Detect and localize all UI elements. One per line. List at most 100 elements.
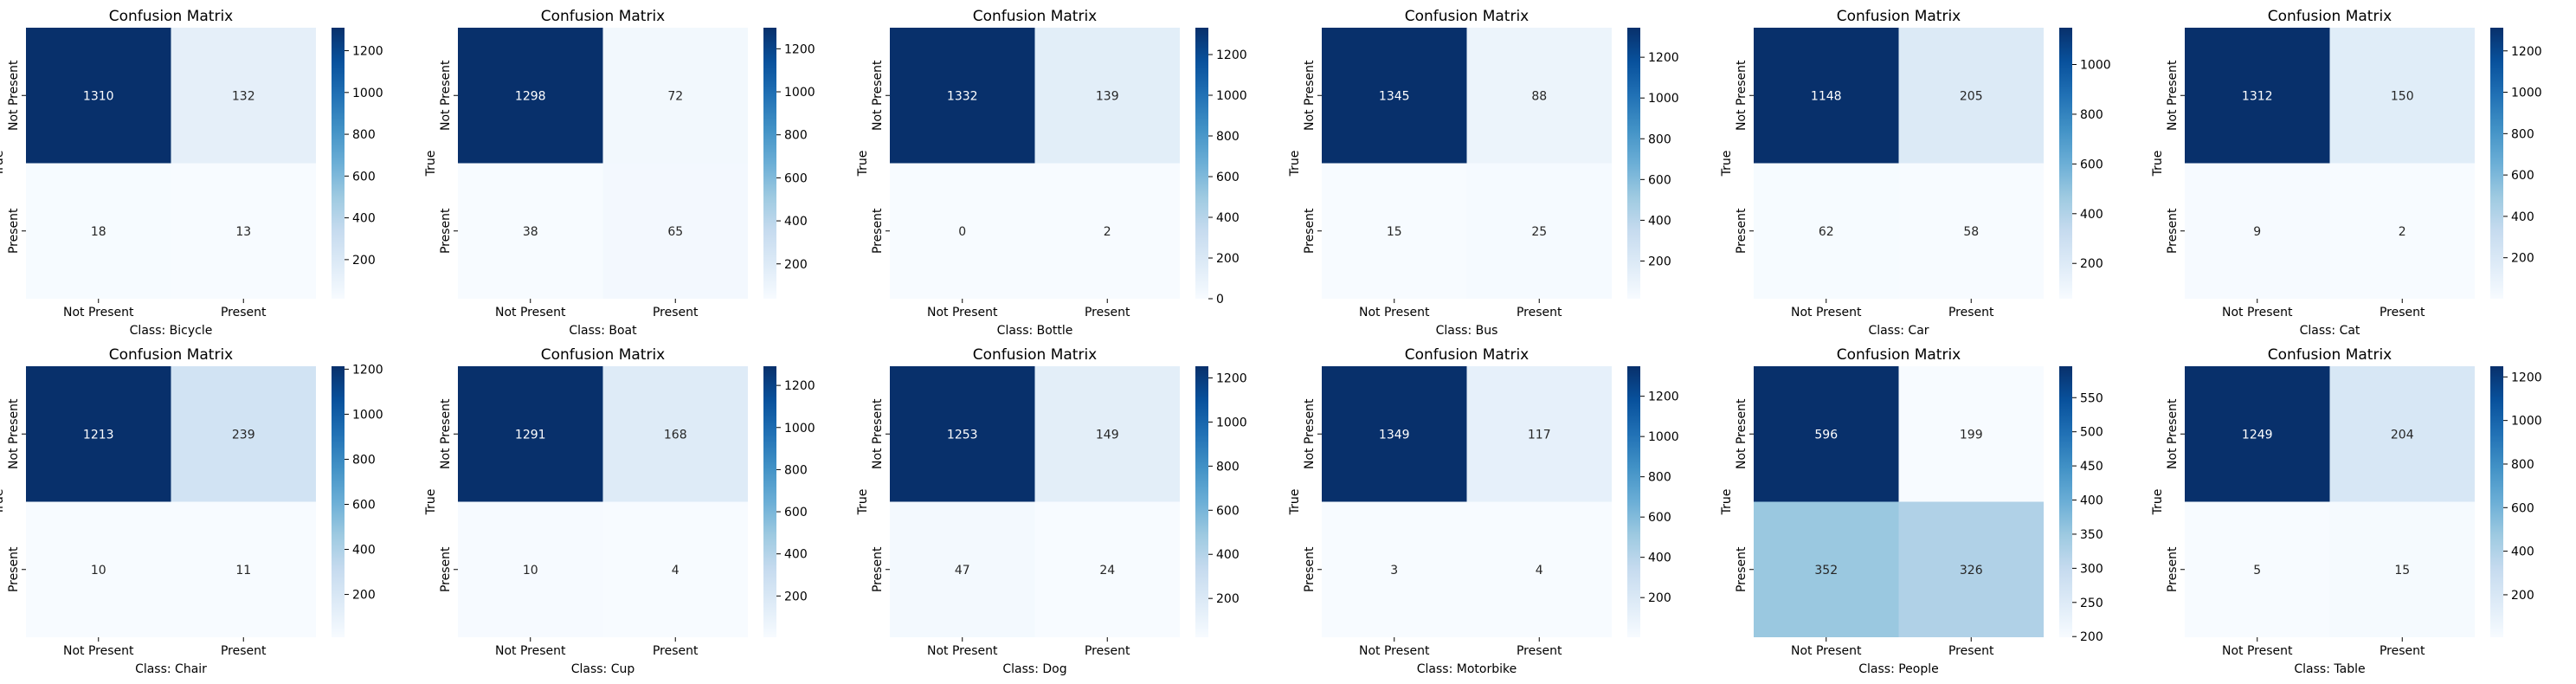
colorbar-tick-label: 1200 xyxy=(2511,45,2542,59)
colorbar-tick-label: 1200 xyxy=(352,45,383,59)
y-axis-label: True xyxy=(2151,151,2165,177)
cell-value-label: 117 xyxy=(1528,428,1551,442)
cell-value-label: 204 xyxy=(2391,428,2414,442)
colorbar-tick-label: 1200 xyxy=(1648,51,1679,65)
heatmap-cell xyxy=(890,501,1035,637)
x-tick-label: Present xyxy=(2380,306,2425,319)
y-tick-label: Present xyxy=(439,546,453,592)
heatmap-cell xyxy=(1322,163,1467,299)
colorbar xyxy=(2490,366,2503,637)
colorbar-tick-label: 450 xyxy=(2080,460,2103,474)
x-axis-label: Class: Bicycle xyxy=(130,324,213,338)
colorbar-tick-label: 200 xyxy=(2080,630,2103,644)
y-tick-label: Present xyxy=(7,208,21,254)
x-axis-label: Class: Chair xyxy=(135,662,207,676)
x-tick-label: Present xyxy=(1517,644,1562,658)
cell-value-label: 88 xyxy=(1531,89,1547,103)
heatmap-cell xyxy=(2329,501,2475,637)
cell-value-label: 596 xyxy=(1814,428,1838,442)
colorbar-tick-label: 600 xyxy=(352,498,376,512)
colorbar-tick-label: 300 xyxy=(2080,562,2103,576)
colorbar-tick-label: 1200 xyxy=(2511,371,2542,384)
colorbar-tick-label: 600 xyxy=(1648,173,1671,187)
heatmap-cell xyxy=(26,163,171,299)
colorbar-tick-label: 400 xyxy=(2511,545,2534,559)
heatmap-cell xyxy=(171,366,316,502)
colorbar xyxy=(332,366,345,637)
x-tick-label: Not Present xyxy=(2222,644,2293,658)
heatmap-cell xyxy=(602,366,748,502)
colorbar-tick-label: 200 xyxy=(352,254,376,268)
colorbar-tick-label: 400 xyxy=(784,215,808,229)
x-axis-label: Class: People xyxy=(1858,662,1939,676)
x-axis-label: Class: Table xyxy=(2294,662,2365,676)
colorbar-tick-label: 200 xyxy=(1648,255,1671,268)
cell-value-label: 352 xyxy=(1814,564,1838,578)
colorbar-tick-label: 400 xyxy=(352,544,376,558)
x-tick-label: Not Present xyxy=(2222,306,2293,319)
heatmap-cell xyxy=(602,163,748,299)
heatmap-cell xyxy=(1754,366,1899,502)
panel-title: Confusion Matrix xyxy=(2268,8,2392,25)
confusion-matrix-panel: Confusion Matrix 596 199 352 326 Not Present P… xyxy=(1720,346,2103,676)
cell-value-label: 1249 xyxy=(2242,428,2273,442)
heatmap-cell xyxy=(1322,28,1467,164)
heatmap-cell xyxy=(2329,366,2475,502)
heatmap-cell xyxy=(1754,163,1899,299)
cell-value-label: 58 xyxy=(1963,225,1979,239)
colorbar-tick-label: 600 xyxy=(1216,171,1240,184)
confusion-matrix-panel: Confusion Matrix 1249 204 5 15 Not Present Pre… xyxy=(2151,346,2542,676)
x-axis-label: Class: Motorbike xyxy=(1417,662,1517,676)
x-tick-label: Not Present xyxy=(1791,644,1862,658)
y-axis-label: True xyxy=(424,489,438,516)
colorbar-tick-label: 200 xyxy=(784,258,808,272)
cell-value-label: 3 xyxy=(1390,564,1398,578)
colorbar-tick-label: 550 xyxy=(2080,391,2103,405)
colorbar-tick-label: 400 xyxy=(2080,494,2103,508)
colorbar-tick-label: 200 xyxy=(784,590,808,603)
colorbar-tick-label: 500 xyxy=(2080,426,2103,440)
confusion-matrix-panel: Confusion Matrix 1312 150 9 2 Not Present Pres… xyxy=(2151,8,2542,338)
x-tick-label: Not Present xyxy=(1791,306,1862,319)
y-tick-label: Not Present xyxy=(1303,398,1317,469)
colorbar xyxy=(2059,366,2072,637)
y-tick-label: Present xyxy=(1735,546,1748,592)
x-tick-label: Not Present xyxy=(927,306,998,319)
y-tick-label: Present xyxy=(871,546,885,592)
y-tick-label: Present xyxy=(439,208,453,254)
cell-value-label: 15 xyxy=(1387,225,1402,239)
colorbar-tick-label: 800 xyxy=(784,463,808,477)
heatmap-cell xyxy=(1754,28,1899,164)
colorbar-tick-label: 250 xyxy=(2080,597,2103,610)
colorbar-tick-label: 800 xyxy=(352,453,376,467)
x-tick-label: Present xyxy=(1948,306,1994,319)
heatmap-cell xyxy=(2329,163,2475,299)
colorbar xyxy=(1627,366,1640,637)
cell-value-label: 1349 xyxy=(1379,428,1410,442)
heatmap-cell xyxy=(2185,28,2330,164)
y-tick-label: Present xyxy=(1303,546,1317,592)
cell-value-label: 2 xyxy=(2399,225,2406,239)
x-tick-label: Present xyxy=(1085,644,1130,658)
colorbar-tick-label: 800 xyxy=(352,128,376,142)
colorbar-tick-label: 800 xyxy=(784,129,808,143)
cell-value-label: 239 xyxy=(232,428,255,442)
panel-title: Confusion Matrix xyxy=(2268,346,2392,364)
colorbar-tick-label: 200 xyxy=(1216,592,1240,606)
colorbar-tick-label: 200 xyxy=(352,589,376,603)
cell-value-label: 4 xyxy=(1536,564,1543,578)
x-tick-label: Present xyxy=(1085,306,1130,319)
colorbar-tick-label: 1000 xyxy=(1216,416,1247,429)
colorbar xyxy=(2490,28,2503,299)
y-tick-label: Present xyxy=(871,208,885,254)
heatmap-cell xyxy=(2185,501,2330,637)
cell-value-label: 9 xyxy=(2253,225,2261,239)
y-tick-label: Present xyxy=(1735,208,1748,254)
y-tick-label: Not Present xyxy=(871,398,885,469)
colorbar-tick-label: 600 xyxy=(1648,511,1671,525)
cell-value-label: 139 xyxy=(1096,89,1119,103)
cell-value-label: 326 xyxy=(1960,564,1983,578)
colorbar-tick-label: 1000 xyxy=(784,86,815,100)
heatmap-cell xyxy=(1034,163,1180,299)
colorbar xyxy=(2059,28,2072,299)
